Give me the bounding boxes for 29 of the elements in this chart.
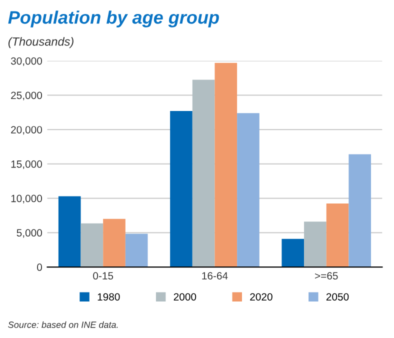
x-tick-label: 0-15 [93,272,114,280]
bar [304,222,326,268]
legend-label: 2020 [250,293,272,301]
source-note: Source: based on INE data. [8,321,118,328]
y-tick-label: 10,000 [11,194,42,204]
y-tick-label: 0 [37,264,42,271]
y-tick-label: 5,000 [16,229,42,238]
legend-label: 1980 [98,293,120,301]
bar [237,113,260,268]
bar [214,62,238,268]
bar [80,223,104,268]
bar [348,154,372,268]
y-tick-label: 25,000 [11,92,42,100]
chart-title: Population by age group [8,10,219,28]
bar [326,203,349,268]
x-tick-label: 16-64 [202,272,228,280]
legend-label: 2050 [326,293,349,301]
bar [170,111,192,268]
bar [58,196,81,268]
chart-subtitle: (Thousands) [8,37,74,48]
x-tick-label: >=65 [315,272,338,280]
bar [125,234,148,268]
bar [103,218,126,268]
y-tick-label: 15,000 [11,160,42,170]
legend-label: 2000 [174,293,196,301]
bar [192,80,215,268]
bar [282,238,304,268]
y-tick-label: 30,000 [10,57,42,66]
y-tick-label: 20,000 [11,126,42,135]
